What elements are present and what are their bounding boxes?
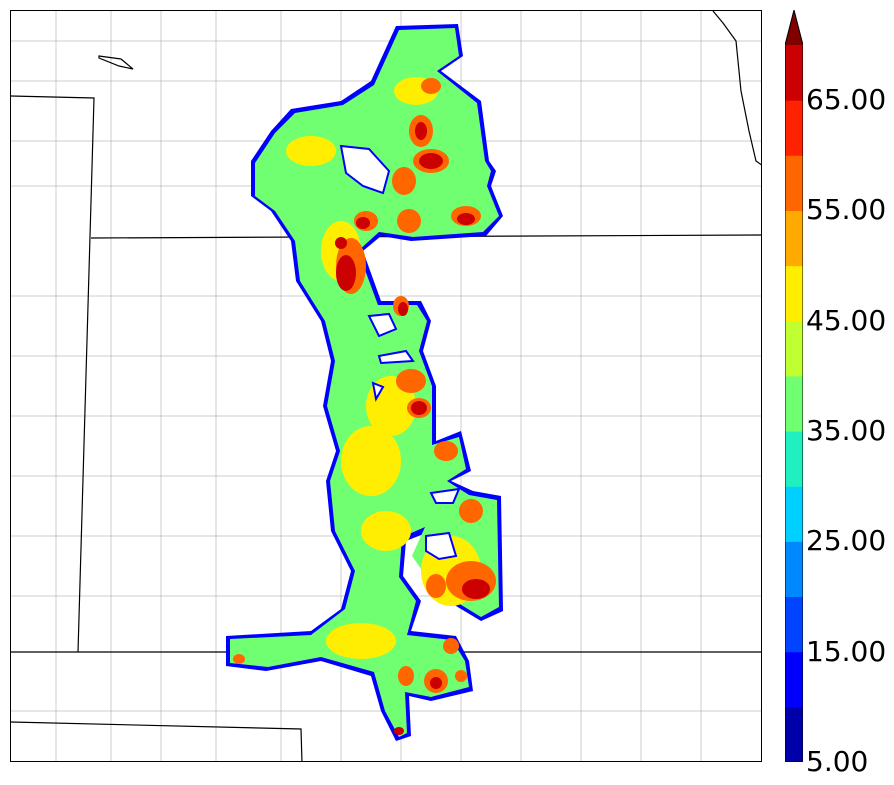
colorbar-bin [785, 651, 803, 708]
colorbar-tick-label: 65.00 [806, 83, 887, 117]
colorbar-tick-label: 5.00 [806, 745, 869, 778]
colorbar-bin [785, 596, 803, 653]
colorbar-bin [785, 706, 803, 763]
colorbar-tick-label: 15.00 [806, 634, 887, 668]
colorbar-svg [784, 9, 804, 763]
colorbar-extend-arrow [785, 10, 803, 45]
colorbar-tick-label: 35.00 [806, 414, 887, 448]
colorbar-bin [785, 155, 803, 211]
colorbar-bin [785, 265, 803, 322]
reflectivity-map [11, 11, 761, 761]
echo-field [226, 24, 503, 741]
colorbar-bin [785, 100, 803, 156]
colorbar-tick-label: 45.00 [806, 303, 887, 337]
map-frame [10, 10, 762, 762]
colorbar-bin [785, 486, 803, 542]
colorbar-bin [785, 431, 803, 487]
colorbar-bin [785, 541, 803, 598]
colorbar-bin [785, 210, 803, 267]
colorbar-bin [785, 320, 803, 377]
colorbar-tick-label: 55.00 [806, 193, 887, 227]
colorbar-bin [785, 375, 803, 432]
colorbar-bin [785, 45, 803, 101]
colorbar-tick-label: 25.00 [806, 524, 887, 558]
colorbar [784, 9, 804, 763]
